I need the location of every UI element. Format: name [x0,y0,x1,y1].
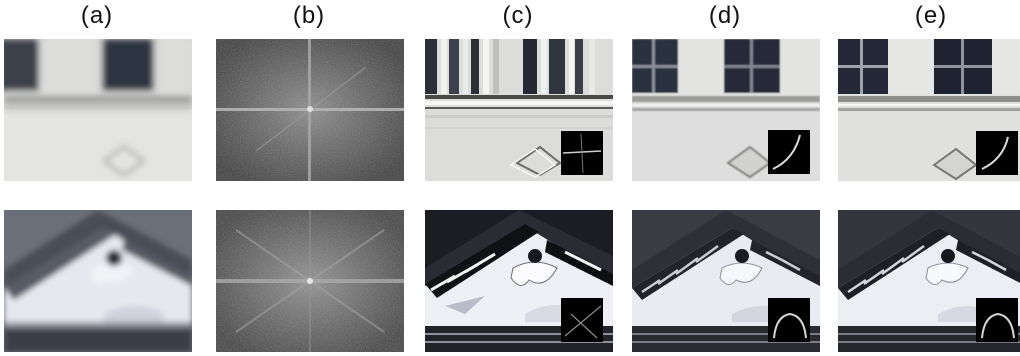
panel-c-facade-restored [425,39,613,181]
panel-c-gable-restored [425,210,613,352]
panel-a-facade-blurred [4,39,192,181]
panel-e-facade-sharp [838,39,1020,181]
panel-e-gable-sharp [838,210,1020,352]
panel-d-facade-deblurred [632,39,820,181]
label-e: (e) [914,2,948,29]
label-a: (a) [80,2,114,29]
panel-a-gable-blurred [4,210,192,352]
label-c: (c) [502,2,534,29]
label-b: (b) [292,2,326,29]
panel-d-gable-deblurred [632,210,820,352]
panel-b-facade-spectrum [216,39,404,181]
panel-b-gable-spectrum [216,210,404,352]
label-d: (d) [708,2,742,29]
